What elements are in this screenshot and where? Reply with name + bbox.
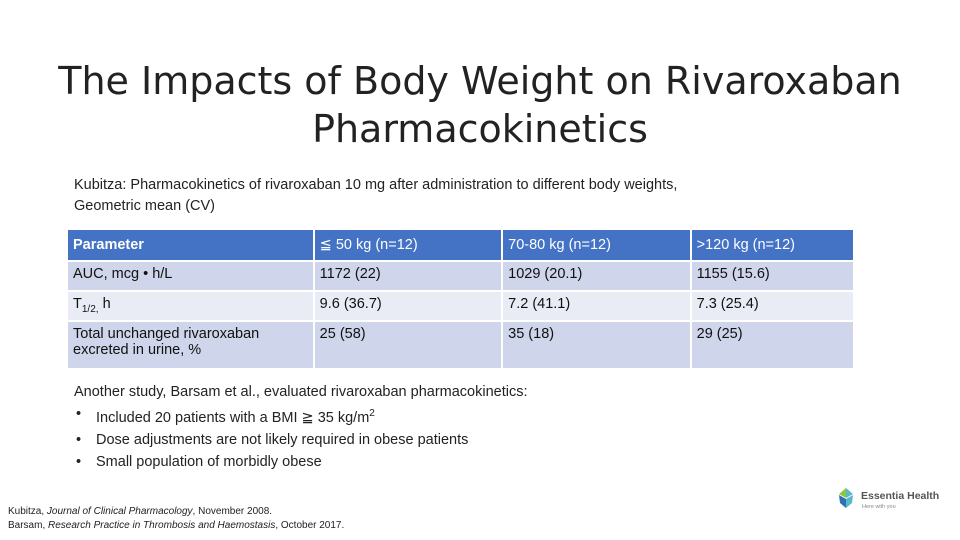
param-subscript: 1/2, (81, 303, 99, 315)
cell-value: 7.3 (25.4) (691, 292, 855, 322)
slide-title-line-2: Pharmacokinetics (312, 107, 648, 152)
ref-journal: Research Practice in Thrombosis and Haem… (48, 520, 276, 531)
cell-parameter: AUC, mcg • h/L (68, 262, 315, 292)
list-item: Dose adjustments are not likely required… (74, 429, 774, 451)
cell-value: 9.6 (36.7) (314, 292, 504, 322)
cell-value: 25 (58) (314, 322, 504, 370)
table-row: AUC, mcg • h/L 1172 (22) 1029 (20.1) 115… (68, 262, 855, 292)
list-item: Small population of morbidly obese (74, 451, 774, 473)
pharmacokinetics-table: Parameter ≦ 50 kg (n=12) 70-80 kg (n=12)… (68, 230, 855, 370)
table-caption: Kubitza: Pharmacokinetics of rivaroxaban… (74, 175, 854, 217)
ref-date: , November 2008. (192, 506, 273, 517)
ref-author: Barsam, (8, 520, 49, 531)
cell-value: 1029 (20.1) (503, 262, 692, 292)
cell-value: 1155 (15.6) (691, 262, 855, 292)
logo-name: Essentia Health (861, 490, 940, 502)
references: Kubitza, Journal of Clinical Pharmacolog… (8, 505, 508, 533)
table-row: T1/2, h 9.6 (36.7) 7.2 (41.1) 7.3 (25.4) (68, 292, 855, 322)
cell-parameter: Total unchanged rivaroxaban excreted in u… (68, 322, 315, 370)
param-unit: h (98, 296, 111, 312)
header-parameter: Parameter (68, 230, 315, 262)
param-line-1: Total unchanged rivaroxaban (73, 326, 260, 342)
cell-value: 1172 (22) (314, 262, 504, 292)
cell-value: 35 (18) (503, 322, 692, 370)
header-weight-50: ≦ 50 kg (n=12) (314, 230, 504, 262)
study-bullet-list: Included 20 patients with a BMI ≧ 35 kg/… (74, 403, 774, 473)
essentia-health-logo: Essentia Health Here with you (836, 486, 951, 514)
cell-parameter: T1/2, h (68, 292, 315, 322)
param-symbol: T (73, 296, 82, 312)
table-row: Total unchanged rivaroxaban excreted in u… (68, 322, 855, 370)
header-weight-70-80: 70-80 kg (n=12) (503, 230, 692, 262)
ref-date: , October 2017. (275, 520, 345, 531)
list-item: Included 20 patients with a BMI ≧ 35 kg/… (74, 403, 774, 429)
table-caption-line-1: Kubitza: Pharmacokinetics of rivaroxaban… (74, 177, 678, 193)
ref-author: Kubitza, (8, 506, 47, 517)
param-line-2: excreted in urine, % (73, 342, 202, 358)
slide-title: The Impacts of Body Weight on Rivaroxaba… (40, 57, 920, 153)
cell-value: 29 (25) (691, 322, 855, 370)
study-intro: Another study, Barsam et al., evaluated … (74, 384, 528, 400)
table-header-row: Parameter ≦ 50 kg (n=12) 70-80 kg (n=12)… (68, 230, 855, 262)
ref-journal: Journal of Clinical Pharmacology (46, 506, 193, 517)
barsam-study-section: Another study, Barsam et al., evaluated … (74, 381, 774, 473)
header-weight-120: >120 kg (n=12) (691, 230, 855, 262)
reference-kubitza: Kubitza, Journal of Clinical Pharmacolog… (8, 505, 508, 519)
superscript: 2 (369, 408, 375, 419)
slide-title-line-1: The Impacts of Body Weight on Rivaroxaba… (58, 59, 902, 104)
cell-value: 7.2 (41.1) (503, 292, 692, 322)
essentia-leaf-icon (839, 488, 853, 508)
logo-tagline: Here with you (862, 504, 896, 510)
bullet-text: Included 20 patients with a BMI ≧ 35 kg/… (96, 409, 370, 426)
reference-barsam: Barsam, Research Practice in Thrombosis … (8, 519, 508, 533)
table-caption-line-2: Geometric mean (CV) (74, 198, 216, 214)
